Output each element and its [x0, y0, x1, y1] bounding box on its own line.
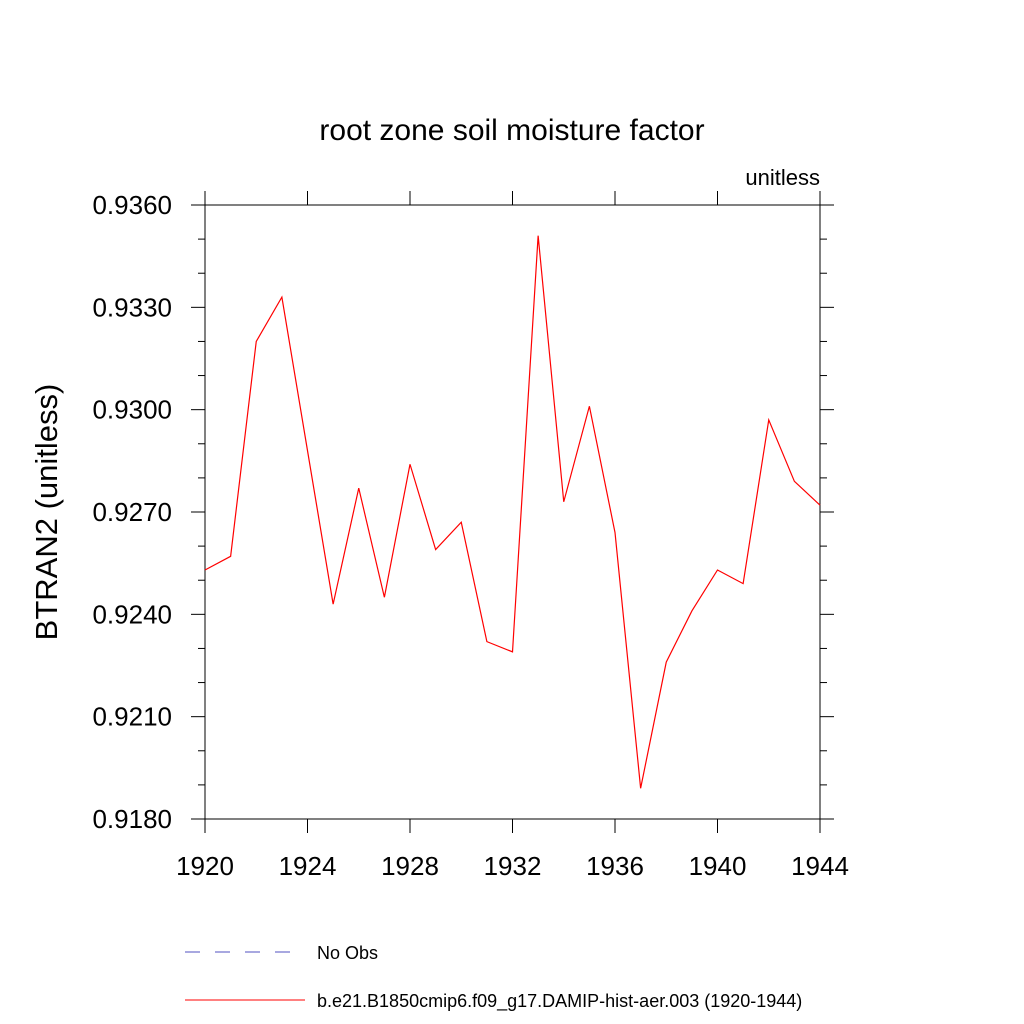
series-line: [204, 235, 821, 789]
data-series: [204, 235, 821, 789]
legend-label: No Obs: [317, 943, 378, 963]
x-tick-label: 1932: [484, 851, 542, 881]
y-tick-label: 0.9330: [92, 292, 172, 322]
y-tick-label: 0.9360: [92, 190, 172, 220]
axis-ticks: 1920 1924 1928 1932 1936 1940 1944 0.9180 0.9210…: [92, 190, 848, 881]
x-tick-label: 1924: [279, 851, 337, 881]
legend-label: b.e21.B1850cmip6.f09_g17.DAMIP-hist-aer.…: [317, 991, 802, 1012]
y-tick-label: 0.9180: [92, 804, 172, 834]
x-tick-label: 1936: [586, 851, 644, 881]
y-tick-label: 0.9210: [92, 702, 172, 732]
y-tick-label: 0.9240: [92, 599, 172, 629]
y-axis-label: BTRAN2 (unitless): [29, 384, 64, 641]
y-tick-label: 0.9270: [92, 497, 172, 527]
plot-frame: [204, 204, 821, 820]
x-tick-label: 1920: [176, 851, 234, 881]
x-tick-label: 1940: [689, 851, 747, 881]
chart-title: root zone soil moisture factor: [319, 114, 704, 147]
y-tick-label: 0.9300: [92, 395, 172, 425]
legend: No Obs b.e21.B1850cmip6.f09_g17.DAMIP-his…: [185, 943, 802, 1012]
x-tick-label: 1928: [381, 851, 439, 881]
units-label: unitless: [745, 165, 820, 190]
x-tick-label: 1944: [791, 851, 849, 881]
